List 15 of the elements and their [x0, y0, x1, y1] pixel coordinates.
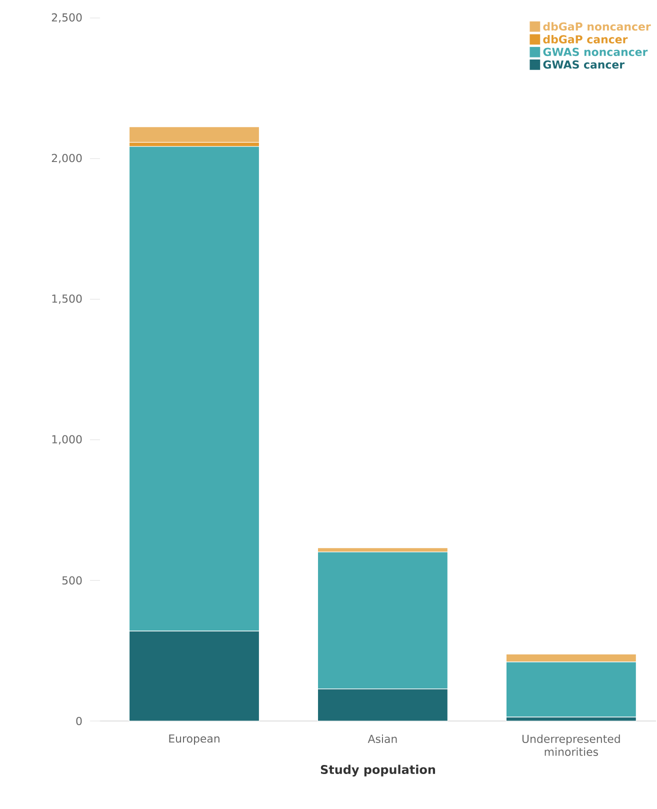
- bar: [128, 126, 260, 143]
- y-tick-label: 2,000: [52, 154, 82, 164]
- legend-label: GWAS noncancer: [543, 48, 648, 56]
- x-tick-label: Asian: [368, 734, 397, 743]
- y-tick-label: 500: [62, 576, 82, 585]
- legend-label: GWAS cancer: [543, 60, 625, 69]
- x-tick-label: European: [169, 734, 220, 745]
- legend-label: dbGaP noncancer: [543, 22, 651, 31]
- y-tick-label: 0: [76, 716, 82, 726]
- x-axis-title: Study population: [320, 764, 436, 776]
- y-tick-label: 1,000: [52, 435, 82, 444]
- legend-label: dbGaP cancer: [543, 34, 628, 44]
- x-tick-label: Underrepresented minorities: [522, 734, 620, 756]
- y-tick-label: 2,500: [52, 13, 82, 23]
- y-tick-label: 1,500: [52, 294, 82, 304]
